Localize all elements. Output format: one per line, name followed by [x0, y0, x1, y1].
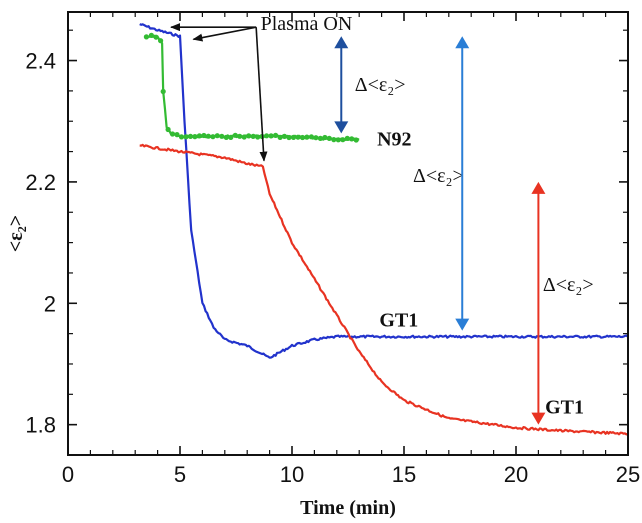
series-n92-marker: [304, 134, 310, 140]
delta-arrow-blue: [455, 36, 470, 331]
series-n92-marker: [192, 134, 198, 140]
series-n92-marker: [264, 133, 270, 139]
gt1-red-series-label: GT1: [545, 397, 584, 419]
plasma-arrow-blue: [192, 26, 257, 42]
series-n92-marker: [205, 133, 211, 139]
delta-blue-label: Δ<ε₂>: [413, 165, 464, 187]
series-n92-marker: [322, 134, 328, 141]
series-n92-marker: [143, 34, 149, 40]
series-gt1-blue-line: [139, 23, 629, 359]
series-n92-marker: [148, 32, 154, 39]
series-n92-marker: [246, 133, 252, 139]
series-n92-marker: [344, 135, 350, 141]
axes-layer: 0 5 10 15 20 25 1.8 2 2.2 2.4: [25, 11, 640, 487]
series-n92-marker: [268, 133, 274, 139]
delta-arrow-red-head-down: [531, 412, 546, 425]
series-n92-marker: [153, 34, 159, 40]
series-n92-marker: [201, 132, 207, 139]
series-n92-marker: [331, 137, 337, 143]
series-n92-marker: [237, 133, 243, 139]
annotation-layer: Plasma ON N92 GT1 GT1 Δ<ε₂> Δ<ε₂> Δ<ε₂>: [170, 13, 594, 425]
series-n92-marker: [290, 134, 297, 140]
plot-frame: [67, 11, 629, 456]
series-n92-marker: [335, 137, 341, 143]
x-tick-label: 20: [504, 462, 528, 487]
delta-arrow-green-head-up: [334, 36, 349, 49]
x-tick-label: 5: [174, 462, 186, 487]
series-n92-marker: [295, 134, 301, 140]
series-gt1-red-line: [139, 143, 629, 436]
series-n92-marker: [214, 133, 220, 139]
series-n92-marker: [349, 136, 355, 142]
y-tick-label: 1.8: [25, 413, 56, 438]
delta-arrow-red: [531, 181, 546, 425]
series-n92-marker: [178, 134, 185, 140]
delta-arrow-green-head-down: [334, 121, 349, 134]
series-n92-marker: [255, 134, 261, 140]
series-n92-marker: [313, 135, 319, 141]
x-tick-label: 10: [280, 462, 304, 487]
series-n92-green-line: [146, 34, 360, 142]
series-n92-marker: [160, 88, 166, 95]
series-n92-marker: [158, 38, 164, 44]
series-n92-marker: [277, 134, 283, 140]
series-n92-marker: [187, 133, 194, 139]
x-axis-title: Time (min): [300, 497, 396, 519]
delta-arrow-green: [334, 36, 349, 134]
series-n92-marker: [228, 134, 234, 140]
series-n92-marker: [232, 132, 238, 138]
series-n92-marker: [196, 133, 202, 139]
series-n92-marker: [219, 133, 225, 139]
y-tick-label: 2.4: [25, 49, 56, 74]
series-n92-marker: [308, 134, 314, 140]
plasma-on-label: Plasma ON: [261, 13, 353, 35]
series-n92-marker: [210, 134, 216, 140]
series-n92-marker: [174, 132, 180, 138]
x-tick-label: 25: [616, 462, 640, 487]
delta-arrow-blue-head-up: [455, 36, 470, 49]
delta-green-label: Δ<ε₂>: [355, 74, 406, 96]
series-n92-marker: [317, 135, 323, 141]
y-tick-label: 2.2: [25, 170, 56, 195]
series-n92-marker: [286, 134, 292, 141]
series-n92-marker: [273, 132, 279, 138]
series-n92-marker: [340, 137, 346, 143]
series-n92-marker: [241, 134, 247, 140]
y-tick-label: 2: [44, 291, 56, 316]
plasma-arrow-red: [255, 27, 268, 162]
series-n92-marker: [326, 135, 332, 141]
series-n92-marker: [281, 133, 288, 139]
delta-arrow-blue-head-down: [455, 318, 470, 331]
series-layer: [139, 23, 629, 436]
series-n92-marker: [250, 133, 256, 139]
n92-series-label: N92: [377, 129, 411, 151]
gt1-blue-series-label: GT1: [379, 309, 418, 331]
x-tick-label: 0: [62, 462, 74, 487]
series-n92-marker: [169, 131, 176, 137]
delta-arrow-red-head-up: [531, 181, 546, 194]
series-n92-marker: [183, 134, 189, 140]
y-axis-title: <ε₂>: [5, 215, 27, 252]
series-n92-marker: [353, 137, 359, 143]
series-n92-marker: [165, 126, 171, 133]
series-n92-marker: [223, 134, 229, 140]
x-tick-label: 15: [392, 462, 416, 487]
delta-red-label: Δ<ε₂>: [543, 274, 594, 296]
series-n92-marker: [299, 134, 306, 141]
